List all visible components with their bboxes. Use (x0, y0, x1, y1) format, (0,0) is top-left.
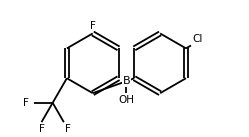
Text: OH: OH (119, 95, 134, 105)
Text: B: B (123, 76, 130, 86)
Text: F: F (90, 21, 96, 31)
Text: F: F (39, 124, 44, 134)
Text: F: F (65, 124, 71, 134)
Text: F: F (23, 98, 29, 108)
Text: Cl: Cl (192, 34, 202, 44)
